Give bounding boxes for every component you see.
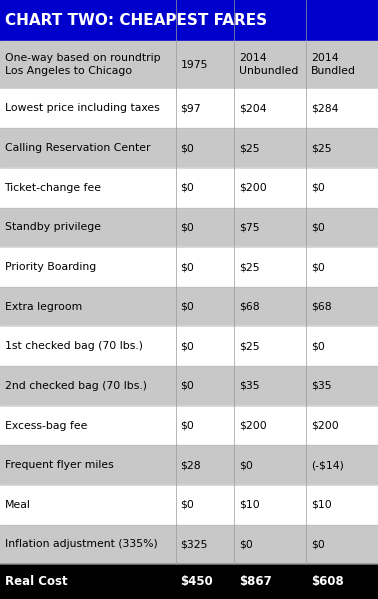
- Text: 1975: 1975: [180, 60, 208, 69]
- Text: $200: $200: [239, 420, 266, 431]
- Text: $200: $200: [311, 420, 338, 431]
- Text: $35: $35: [311, 381, 332, 391]
- Text: $608: $608: [311, 575, 344, 588]
- Bar: [0, 446, 378, 485]
- Text: $25: $25: [311, 143, 332, 153]
- Text: $68: $68: [239, 302, 260, 311]
- Text: $0: $0: [180, 420, 194, 431]
- Text: $25: $25: [239, 143, 260, 153]
- Text: 2014
Bundled: 2014 Bundled: [311, 53, 356, 76]
- Text: $68: $68: [311, 302, 332, 311]
- Text: $0: $0: [311, 262, 325, 272]
- Text: One-way based on roundtrip
Los Angeles to Chicago: One-way based on roundtrip Los Angeles t…: [5, 53, 160, 76]
- Text: $10: $10: [311, 500, 332, 510]
- Text: 2nd checked bag (70 lbs.): 2nd checked bag (70 lbs.): [5, 381, 147, 391]
- Bar: [0, 168, 378, 208]
- Text: $0: $0: [311, 183, 325, 193]
- Text: 2014
Unbundled: 2014 Unbundled: [239, 53, 298, 76]
- Text: $0: $0: [239, 460, 253, 470]
- Text: $0: $0: [311, 341, 325, 351]
- Text: $0: $0: [180, 302, 194, 311]
- Text: $10: $10: [239, 500, 260, 510]
- Text: $0: $0: [180, 222, 194, 232]
- Bar: [0, 326, 378, 366]
- Text: $0: $0: [311, 540, 325, 549]
- Text: $204: $204: [239, 104, 266, 113]
- Text: $325: $325: [180, 540, 208, 549]
- Text: Standby privilege: Standby privilege: [5, 222, 101, 232]
- Text: $0: $0: [180, 183, 194, 193]
- Text: Meal: Meal: [5, 500, 30, 510]
- Bar: [0, 247, 378, 287]
- Text: $0: $0: [180, 143, 194, 153]
- Bar: [0, 366, 378, 406]
- Text: $25: $25: [239, 341, 260, 351]
- Text: $0: $0: [180, 500, 194, 510]
- Text: Calling Reservation Center: Calling Reservation Center: [5, 143, 150, 153]
- Bar: [0, 485, 378, 525]
- Text: Inflation adjustment (335%): Inflation adjustment (335%): [5, 540, 157, 549]
- Bar: [0, 564, 378, 599]
- Text: $0: $0: [180, 341, 194, 351]
- Text: $450: $450: [180, 575, 213, 588]
- Text: $0: $0: [311, 222, 325, 232]
- Text: $25: $25: [239, 262, 260, 272]
- Text: $0: $0: [239, 540, 253, 549]
- Text: (-$14): (-$14): [311, 460, 344, 470]
- Text: Ticket-change fee: Ticket-change fee: [5, 183, 102, 193]
- Text: Priority Boarding: Priority Boarding: [5, 262, 96, 272]
- Text: 1st checked bag (70 lbs.): 1st checked bag (70 lbs.): [5, 341, 143, 351]
- Bar: [0, 41, 378, 89]
- Text: $284: $284: [311, 104, 338, 113]
- Text: Extra legroom: Extra legroom: [5, 302, 82, 311]
- Bar: [0, 287, 378, 326]
- Text: $867: $867: [239, 575, 272, 588]
- Text: $97: $97: [180, 104, 201, 113]
- Text: $75: $75: [239, 222, 260, 232]
- Text: Real Cost: Real Cost: [5, 575, 67, 588]
- Bar: [0, 0, 378, 41]
- Bar: [0, 89, 378, 128]
- Text: Lowest price including taxes: Lowest price including taxes: [5, 104, 159, 113]
- Text: $0: $0: [180, 262, 194, 272]
- Text: Frequent flyer miles: Frequent flyer miles: [5, 460, 113, 470]
- Bar: [0, 406, 378, 446]
- Text: $0: $0: [180, 381, 194, 391]
- Text: Excess-bag fee: Excess-bag fee: [5, 420, 87, 431]
- Text: $200: $200: [239, 183, 266, 193]
- Text: $28: $28: [180, 460, 201, 470]
- Bar: [0, 525, 378, 564]
- Bar: [0, 128, 378, 168]
- Bar: [0, 207, 378, 247]
- Text: $35: $35: [239, 381, 260, 391]
- Text: CHART TWO: CHEAPEST FARES: CHART TWO: CHEAPEST FARES: [5, 13, 266, 28]
